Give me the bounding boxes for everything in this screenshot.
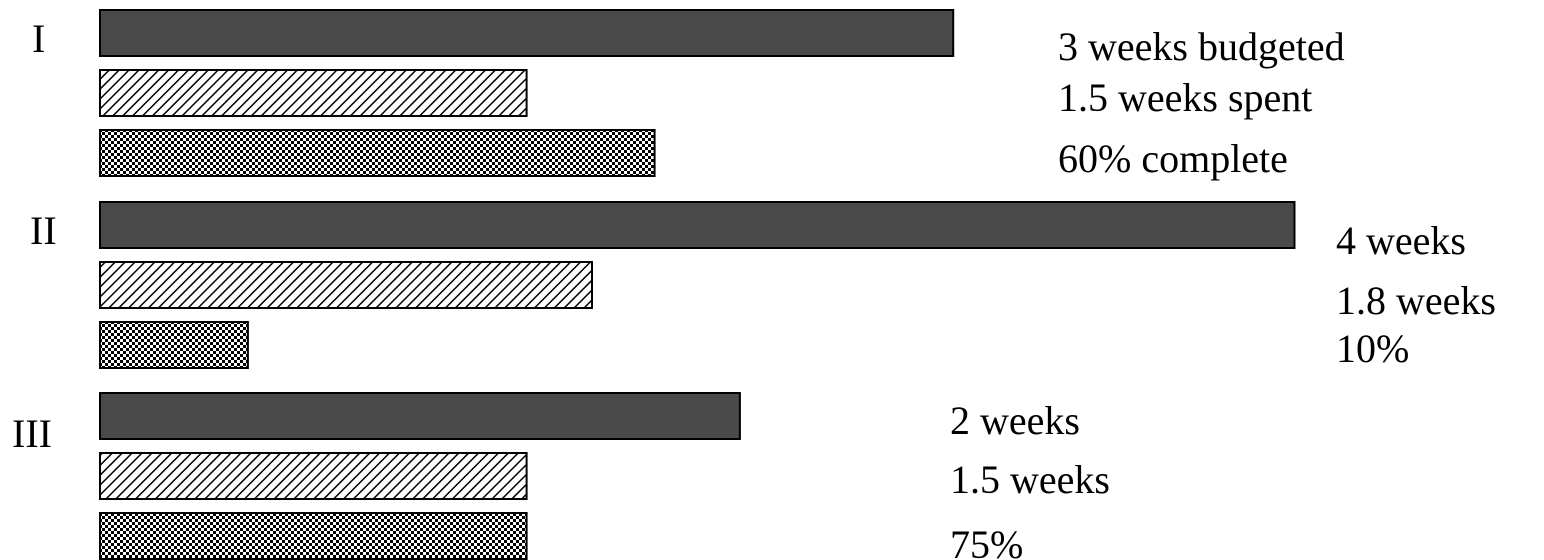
bar-budgeted: [99, 201, 1296, 249]
bar-label-spent: 1.5 weeks: [950, 457, 1110, 502]
group-label: III: [12, 411, 52, 456]
group-label: I: [32, 16, 45, 61]
bar-group-3: III 2 weeks 1.5 weeks 75%: [12, 392, 1110, 560]
bar-label-budgeted: 3 weeks budgeted: [1058, 24, 1345, 69]
bar-label-spent: 1.8 weeks: [1336, 278, 1496, 323]
bar-spent: [99, 69, 528, 117]
bar-label-complete: 75%: [950, 522, 1023, 560]
bar-budgeted: [99, 392, 741, 440]
bar-spent: [99, 452, 528, 500]
bar-complete: [99, 512, 528, 560]
bar-label-complete: 10%: [1336, 326, 1409, 371]
bar-complete: [99, 129, 656, 177]
group-label: II: [30, 208, 57, 253]
bar-spent: [99, 261, 594, 309]
bar-budgeted: [99, 9, 955, 57]
bar-label-budgeted: 4 weeks: [1336, 218, 1466, 263]
bar-groups: I 3 weeks budgeted 1.5 weeks spent 60% comp…: [12, 9, 1496, 560]
bar-label-budgeted: 2 weeks: [950, 398, 1080, 443]
bar-complete: [99, 321, 249, 369]
bar-label-complete: 60% complete: [1058, 136, 1288, 181]
bar-label-spent: 1.5 weeks spent: [1058, 75, 1312, 120]
bar-group-1: I 3 weeks budgeted 1.5 weeks spent 60% comp…: [32, 9, 1345, 181]
